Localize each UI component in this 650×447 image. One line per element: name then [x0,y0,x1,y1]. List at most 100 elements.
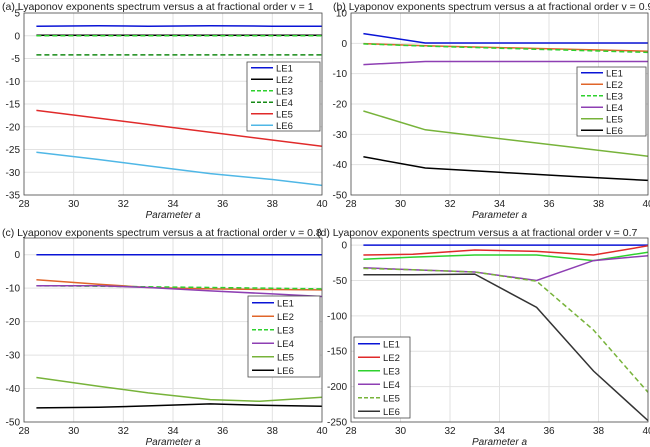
series-line-le4 [36,285,322,298]
x-axis-label: Parameter a [145,210,200,221]
legend-label-le4: LE4 [276,98,293,109]
legend-label-le3: LE3 [383,366,400,377]
y-tick-label: -50 [333,276,348,287]
series-group [363,32,648,182]
y-tick-label: 0 [14,250,20,261]
x-tick-label: 34 [494,199,506,210]
legend-label-le5: LE5 [277,352,294,363]
legend-label-le2: LE2 [277,312,294,323]
y-tick-label: -150 [327,347,347,358]
chart-title: (a) Lyaponov exponents spectrum versus a… [2,1,314,13]
x-tick-label: 40 [642,426,650,437]
series-line-le6 [363,273,648,422]
legend: LE1 LE2 LE3 LE4 LE5 LE6 [353,336,411,419]
series-line-le2 [36,279,322,291]
legend-label-le1: LE1 [277,298,294,309]
y-tick-label: -25 [6,145,21,156]
legend-label-le2: LE2 [606,80,623,91]
series-group [36,253,322,409]
y-tick-label: -20 [6,122,21,133]
legend-label-le1: LE1 [383,339,400,350]
x-tick-label: 36 [217,199,229,210]
legend-label-le1: LE1 [276,63,293,74]
x-tick-label: 30 [68,199,80,210]
legend-box [576,66,647,137]
legend-label-le3: LE3 [276,86,293,97]
x-tick-label: 28 [18,426,30,437]
legend-label-le6: LE6 [383,407,400,418]
series-line-le6 [36,403,322,409]
legend-label-le5: LE5 [383,393,400,404]
x-tick-label: 40 [642,199,650,210]
x-tick-label: 38 [593,199,605,210]
chart-title: (b) Lyaponov exponents spectrum versus a… [333,1,650,13]
series-line-le5 [363,267,648,393]
legend-label-le6: LE6 [276,121,293,132]
legend-label-le5: LE5 [606,114,623,125]
y-tick-label: -40 [6,384,21,395]
chart-panel-0: 28 30 32 34 36 38 40 5 0 -5 -10 -15 -20 -25 -30 -35 Para… [2,1,328,221]
y-tick-label: 0 [341,39,347,50]
chart-panel-3: 28 30 32 34 36 38 40 0 -50 -100 -150 -200 -250 Parame… [317,227,650,447]
series-line-le4 [363,60,648,66]
x-tick-label: 34 [167,199,179,210]
series-line-le1 [36,24,322,27]
y-tick-label: -200 [327,382,347,393]
x-axis-label: Parameter a [472,210,527,221]
legend-label-le4: LE4 [383,380,400,391]
axes-box [23,12,323,196]
legend-label-le2: LE2 [383,353,400,364]
x-tick-label: 32 [118,199,130,210]
x-tick-label: 30 [395,199,407,210]
x-tick-label: 38 [267,199,279,210]
chart-panel-1: 28 30 32 34 36 38 40 10 0 -10 -20 -30 -40 -50 Paramete… [333,1,650,221]
legend-box [353,336,411,419]
y-tick-label: -40 [333,160,348,171]
legend-label-le2: LE2 [276,75,293,86]
series-group [36,24,322,187]
series-group [363,244,648,422]
y-tick-label: 5 [14,9,20,20]
legend-label-le4: LE4 [606,103,623,114]
x-tick-label: 40 [316,426,328,437]
y-tick-label: 0 [341,241,347,252]
legend-label-le3: LE3 [606,91,623,102]
legend-label-le6: LE6 [277,366,294,377]
legend-label-le6: LE6 [606,126,623,137]
x-axis-label: Parameter a [145,437,200,447]
x-axis-label: Parameter a [472,437,527,447]
series-line-le5 [363,110,648,157]
chart-panel-2: 28 30 32 34 36 38 40 0 -10 -20 -30 -40 -50 Parameter … [2,227,328,447]
x-tick-label: 30 [68,426,80,437]
legend-box [246,61,321,132]
y-tick-label: -50 [6,418,21,429]
series-line-le5 [36,376,322,403]
series-line-le1 [363,32,648,44]
y-tick-label: -10 [6,284,21,295]
y-tick-label: -30 [6,351,21,362]
legend-label-le1: LE1 [606,68,623,79]
series-line-le6 [363,156,648,182]
x-tick-label: 32 [444,426,456,437]
x-tick-label: 28 [345,199,357,210]
y-tick-label: -10 [6,77,21,88]
chart-title: (d) Lyaponov exponents spectrum versus a… [317,227,637,239]
x-tick-label: 30 [395,426,407,437]
x-tick-label: 28 [345,426,357,437]
x-tick-label: 36 [217,426,229,437]
x-tick-label: 38 [267,426,279,437]
x-tick-label: 28 [18,199,30,210]
y-tick-label: -5 [11,54,20,65]
y-tick-label: -50 [333,191,348,202]
x-tick-label: 32 [118,426,130,437]
y-tick-label: -100 [327,311,347,322]
y-tick-label: 0 [14,31,20,42]
x-tick-label: 36 [543,426,555,437]
y-tick-label: -15 [6,100,21,111]
y-tick-label: 10 [336,9,348,20]
x-tick-label: 34 [494,426,506,437]
legend-label-le5: LE5 [276,109,293,120]
